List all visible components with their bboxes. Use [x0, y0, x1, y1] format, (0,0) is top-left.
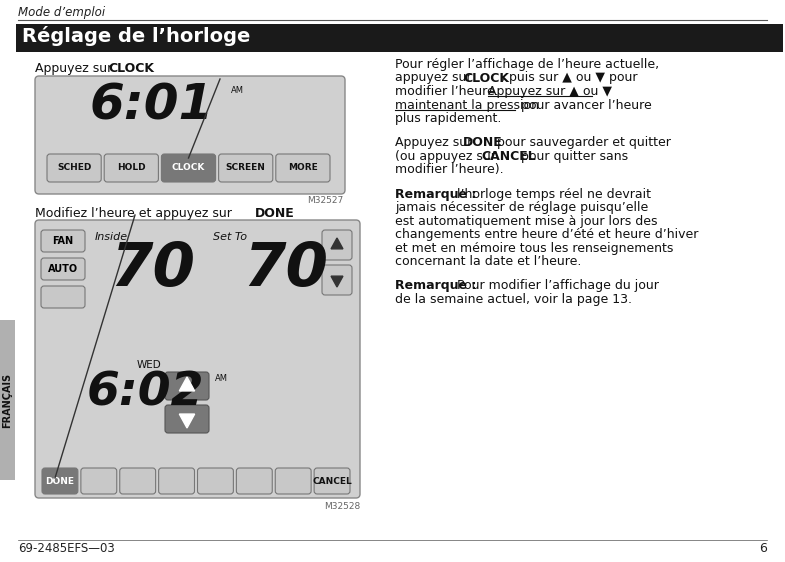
Text: AM: AM [231, 86, 244, 95]
FancyBboxPatch shape [35, 220, 360, 498]
Text: Appuyez sur: Appuyez sur [395, 137, 476, 149]
Text: (ou appuyez sur: (ou appuyez sur [395, 150, 500, 163]
FancyBboxPatch shape [81, 468, 117, 494]
Text: 70: 70 [243, 240, 328, 299]
Polygon shape [331, 238, 343, 249]
Text: CLOCK: CLOCK [463, 71, 509, 84]
Bar [16, 24, 783, 52]
Text: Pour régler l’affichage de l’heure actuelle,: Pour régler l’affichage de l’heure actue… [395, 58, 659, 71]
Text: AM: AM [215, 374, 228, 383]
Text: est automatiquement mise à jour lors des: est automatiquement mise à jour lors des [395, 215, 658, 228]
FancyBboxPatch shape [162, 154, 216, 182]
Text: SCHED: SCHED [57, 164, 91, 173]
Text: et met en mémoire tous les renseignements: et met en mémoire tous les renseignement… [395, 242, 674, 255]
Text: maintenant la pression: maintenant la pression [395, 98, 539, 111]
FancyBboxPatch shape [41, 258, 85, 280]
Text: Set To: Set To [213, 232, 247, 242]
Text: WED: WED [137, 360, 162, 370]
Text: CLOCK: CLOCK [172, 164, 205, 173]
Polygon shape [179, 414, 195, 428]
FancyBboxPatch shape [159, 468, 195, 494]
Text: pour quitter sans: pour quitter sans [517, 150, 628, 163]
Text: Appuyez sur ▲ ou ▼: Appuyez sur ▲ ou ▼ [488, 85, 612, 98]
FancyBboxPatch shape [42, 468, 78, 494]
FancyBboxPatch shape [276, 468, 311, 494]
Text: de la semaine actuel, voir la page 13.: de la semaine actuel, voir la page 13. [395, 293, 632, 306]
Text: DONE: DONE [255, 207, 294, 220]
Text: Pour modifier l’affichage du jour: Pour modifier l’affichage du jour [457, 279, 659, 292]
Text: jamais nécessiter de réglage puisqu’elle: jamais nécessiter de réglage puisqu’elle [395, 201, 648, 214]
Text: modifier l’heure.: modifier l’heure. [395, 85, 502, 98]
Text: HOLD: HOLD [117, 164, 145, 173]
Text: modifier l’heure).: modifier l’heure). [395, 164, 504, 176]
Text: MORE: MORE [288, 164, 318, 173]
FancyBboxPatch shape [322, 230, 352, 260]
Text: Remarque :: Remarque : [395, 279, 480, 292]
Text: Remarque :: Remarque : [395, 188, 480, 201]
Text: FAN: FAN [53, 236, 74, 246]
FancyBboxPatch shape [165, 372, 209, 400]
Text: FRANÇAIS: FRANÇAIS [2, 373, 13, 428]
Text: CLOCK: CLOCK [108, 62, 154, 75]
Text: pour avancer l’heure: pour avancer l’heure [517, 98, 652, 111]
Text: , puis sur ▲ ou ▼ pour: , puis sur ▲ ou ▼ pour [501, 71, 637, 84]
Text: DONE: DONE [463, 137, 502, 149]
Text: changements entre heure d’été et heure d’hiver: changements entre heure d’été et heure d… [395, 228, 699, 241]
FancyBboxPatch shape [41, 286, 85, 308]
Text: Modifiez l’heure et appuyez sur: Modifiez l’heure et appuyez sur [35, 207, 236, 220]
FancyBboxPatch shape [218, 154, 273, 182]
FancyBboxPatch shape [322, 265, 352, 295]
FancyBboxPatch shape [314, 468, 350, 494]
FancyBboxPatch shape [104, 154, 159, 182]
FancyBboxPatch shape [276, 154, 330, 182]
Polygon shape [331, 276, 343, 287]
Text: appuyez sur: appuyez sur [395, 71, 476, 84]
Text: AUTO: AUTO [48, 264, 78, 274]
FancyBboxPatch shape [236, 468, 272, 494]
FancyBboxPatch shape [47, 154, 101, 182]
Text: Inside: Inside [95, 232, 128, 242]
Text: plus rapidement.: plus rapidement. [395, 112, 502, 125]
Text: M32528: M32528 [323, 502, 360, 511]
FancyBboxPatch shape [165, 405, 209, 433]
FancyBboxPatch shape [198, 468, 233, 494]
Text: SCREEN: SCREEN [226, 164, 265, 173]
Text: l’horloge temps réel ne devrait: l’horloge temps réel ne devrait [457, 188, 651, 201]
FancyBboxPatch shape [120, 468, 155, 494]
Text: 6:01: 6:01 [90, 82, 214, 130]
Text: DONE: DONE [46, 477, 75, 486]
Text: Réglage de l’horloge: Réglage de l’horloge [22, 26, 250, 46]
Text: pour sauvegarder et quitter: pour sauvegarder et quitter [493, 137, 671, 149]
Text: CANCEL: CANCEL [481, 150, 535, 163]
Text: 6:02: 6:02 [87, 370, 205, 415]
Bar [0, 320, 15, 480]
Text: Appuyez sur: Appuyez sur [35, 62, 116, 75]
Text: CANCEL: CANCEL [312, 477, 352, 486]
Polygon shape [179, 377, 195, 391]
Text: 69-2485EFS—03: 69-2485EFS—03 [18, 542, 115, 555]
Text: 70: 70 [110, 240, 195, 299]
FancyBboxPatch shape [41, 230, 85, 252]
Text: Mode d’emploi: Mode d’emploi [18, 6, 105, 19]
Text: M32527: M32527 [307, 196, 343, 205]
FancyBboxPatch shape [35, 76, 345, 194]
Text: 6: 6 [759, 542, 767, 555]
Text: concernant la date et l’heure.: concernant la date et l’heure. [395, 255, 582, 268]
